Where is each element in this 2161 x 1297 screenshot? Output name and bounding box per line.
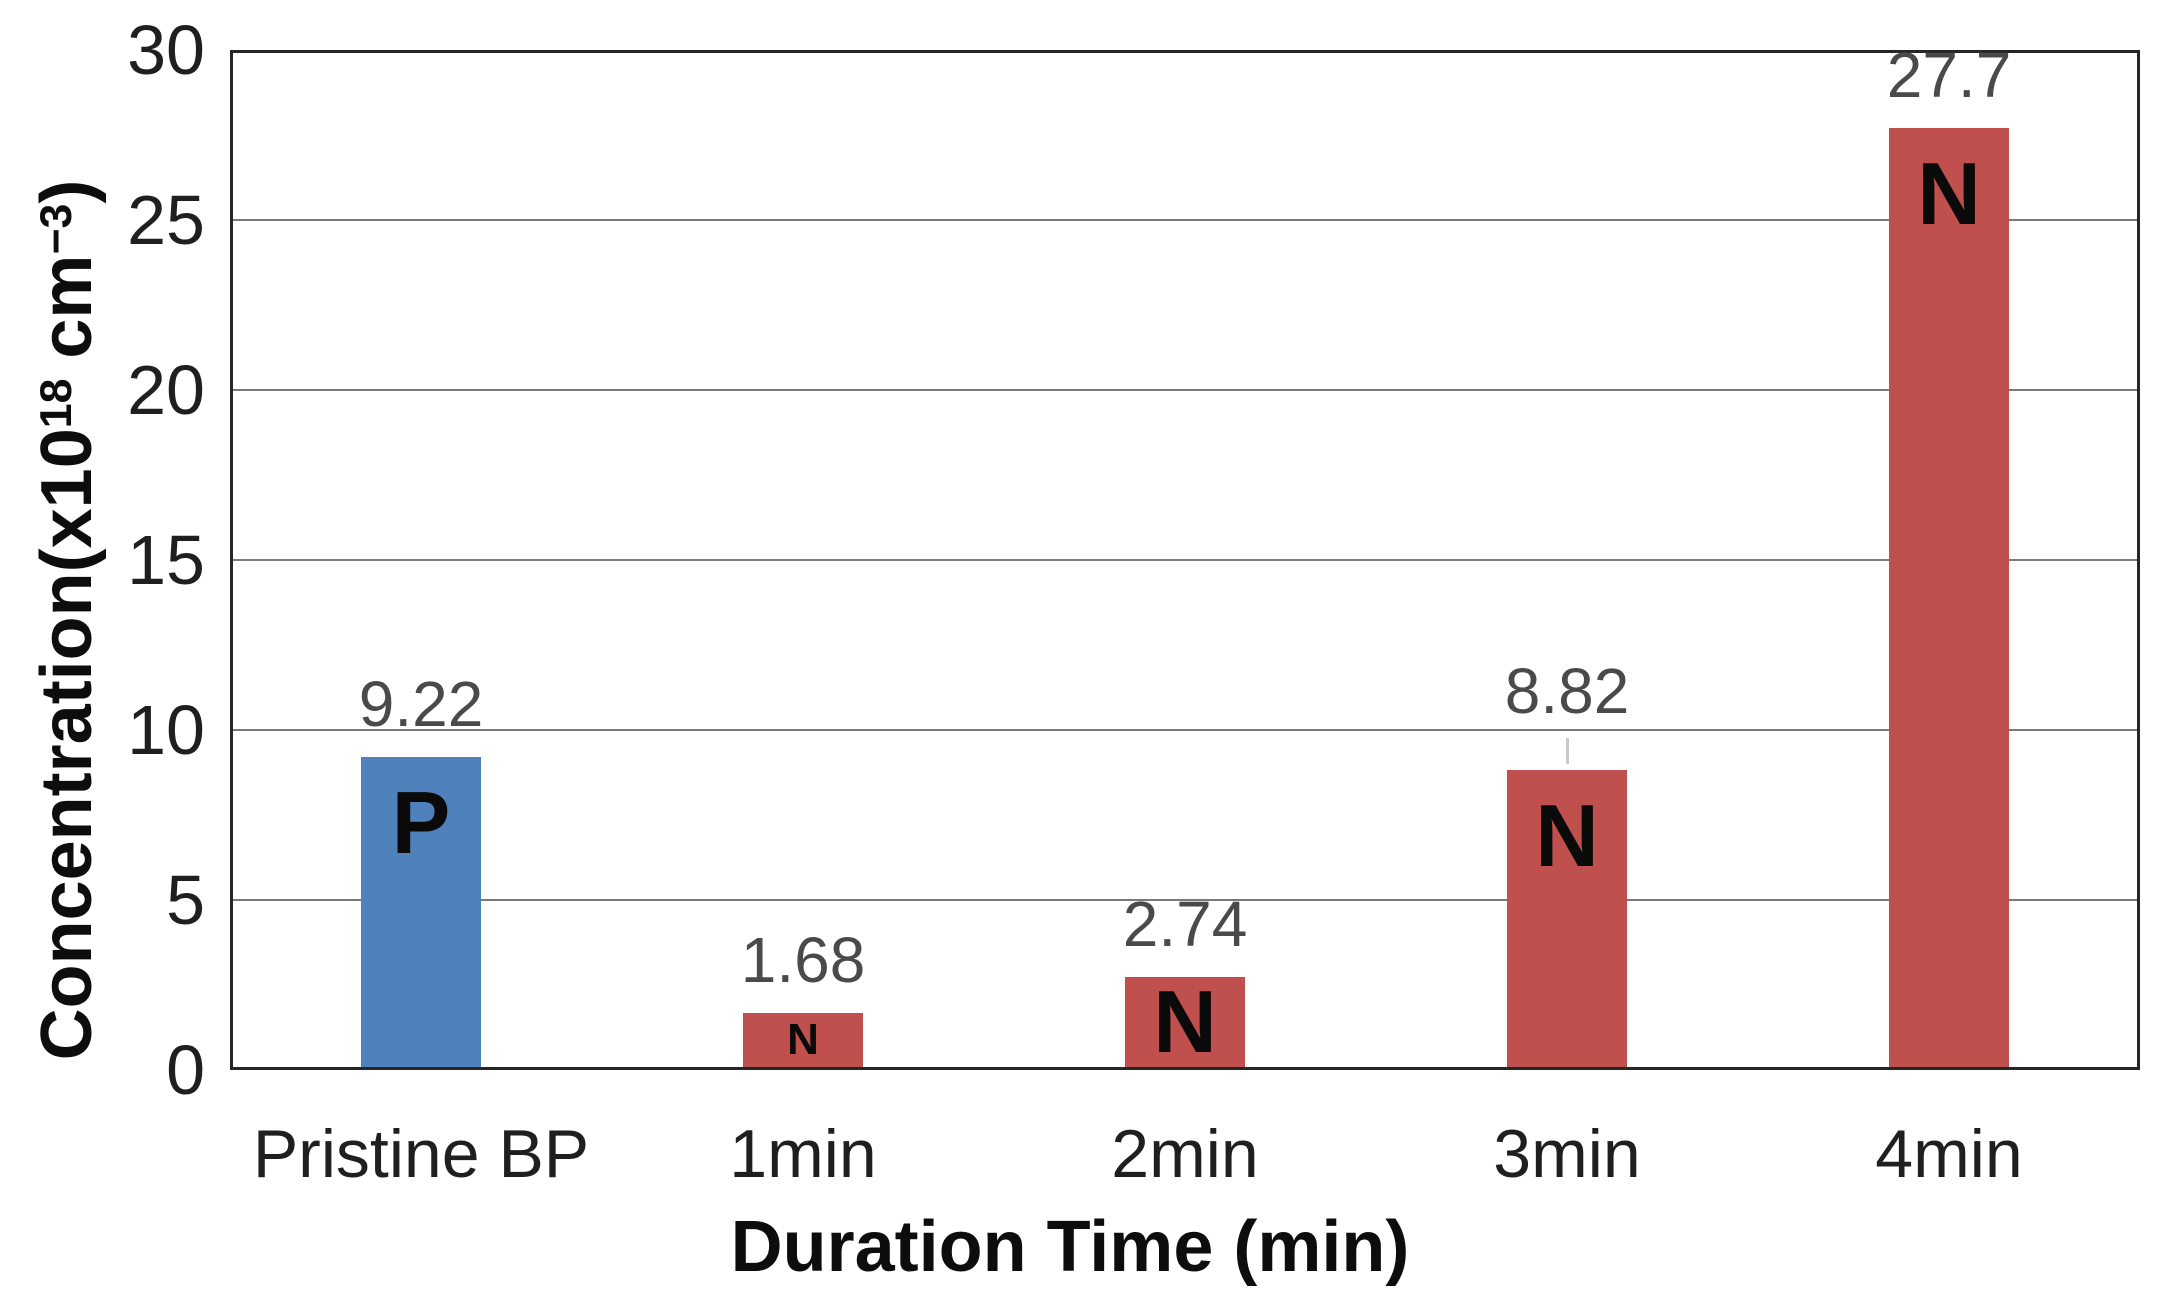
x-tick-label-2min: 2min [1111, 1116, 1259, 1192]
bar-letter-label-3min: N [1535, 786, 1599, 885]
bar-letter-label-4min: N [1917, 144, 1981, 243]
x-tick-label-pristine-bp: Pristine BP [252, 1116, 590, 1192]
y-tick-label-0: 0 [166, 1031, 205, 1109]
bar-1min: N [743, 1013, 863, 1067]
bar-value-label-3min: 8.82 [1504, 655, 1630, 727]
bar-letter-label-1min: N [787, 1015, 819, 1064]
x-tick-label-4min: 4min [1875, 1116, 2023, 1192]
y-tick-label-10: 10 [127, 691, 205, 769]
bar-3min: N [1507, 770, 1627, 1067]
y-tick-label-20: 20 [127, 351, 205, 429]
y-tick-label-30: 30 [127, 11, 205, 89]
x-axis-title: Duration Time (min) [730, 1207, 1410, 1287]
bar-letter-label-2min: N [1153, 972, 1217, 1071]
gridline-15 [233, 559, 2137, 561]
gridline-10 [233, 729, 2137, 731]
gridline-5 [233, 899, 2137, 901]
bar-value-label-1min: 1.68 [740, 924, 866, 996]
gridline-20 [233, 389, 2137, 391]
bar-value-label-4min: 27.7 [1886, 39, 2012, 111]
value-label-leader-line-3min [1565, 738, 1569, 764]
x-tick-label-3min: 3min [1493, 1116, 1641, 1192]
bar-letter-label-pristine-bp: P [391, 773, 451, 872]
bar-4min: N [1889, 128, 2009, 1067]
y-tick-label-5: 5 [166, 861, 205, 939]
bar-value-label-pristine-bp: 9.22 [358, 668, 484, 740]
bar-2min: N [1125, 977, 1245, 1067]
y-tick-label-25: 25 [127, 181, 205, 259]
gridline-25 [233, 219, 2137, 221]
y-tick-label-15: 15 [127, 521, 205, 599]
bar-pristine-bp: P [361, 757, 481, 1067]
x-tick-label-1min: 1min [729, 1116, 877, 1192]
bar-value-label-2min: 2.74 [1122, 888, 1248, 960]
